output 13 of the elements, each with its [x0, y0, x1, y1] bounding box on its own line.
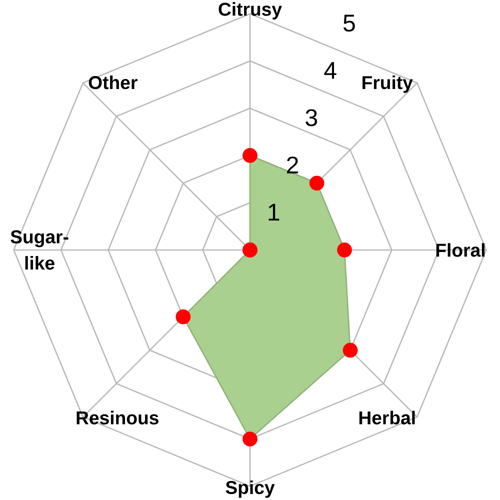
spoke-label: Floral: [436, 243, 484, 257]
spoke-label: Herbal: [359, 410, 415, 424]
spoke-label: Other: [88, 76, 138, 90]
y-tick-label: 4: [324, 62, 336, 79]
spoke-label: Spicy: [226, 480, 275, 498]
spoke-label: Sugar-like: [10, 230, 68, 270]
y-tick-label: 1: [268, 204, 280, 220]
y-tick-label: 3: [306, 109, 318, 126]
spoke-label: Resinous: [76, 410, 158, 424]
y-tick-label: 5: [344, 14, 355, 32]
spoke-label: Citrusy: [218, 2, 282, 20]
y-tick-label: 2: [287, 156, 298, 174]
spoke-label: Fruity: [362, 76, 413, 93]
